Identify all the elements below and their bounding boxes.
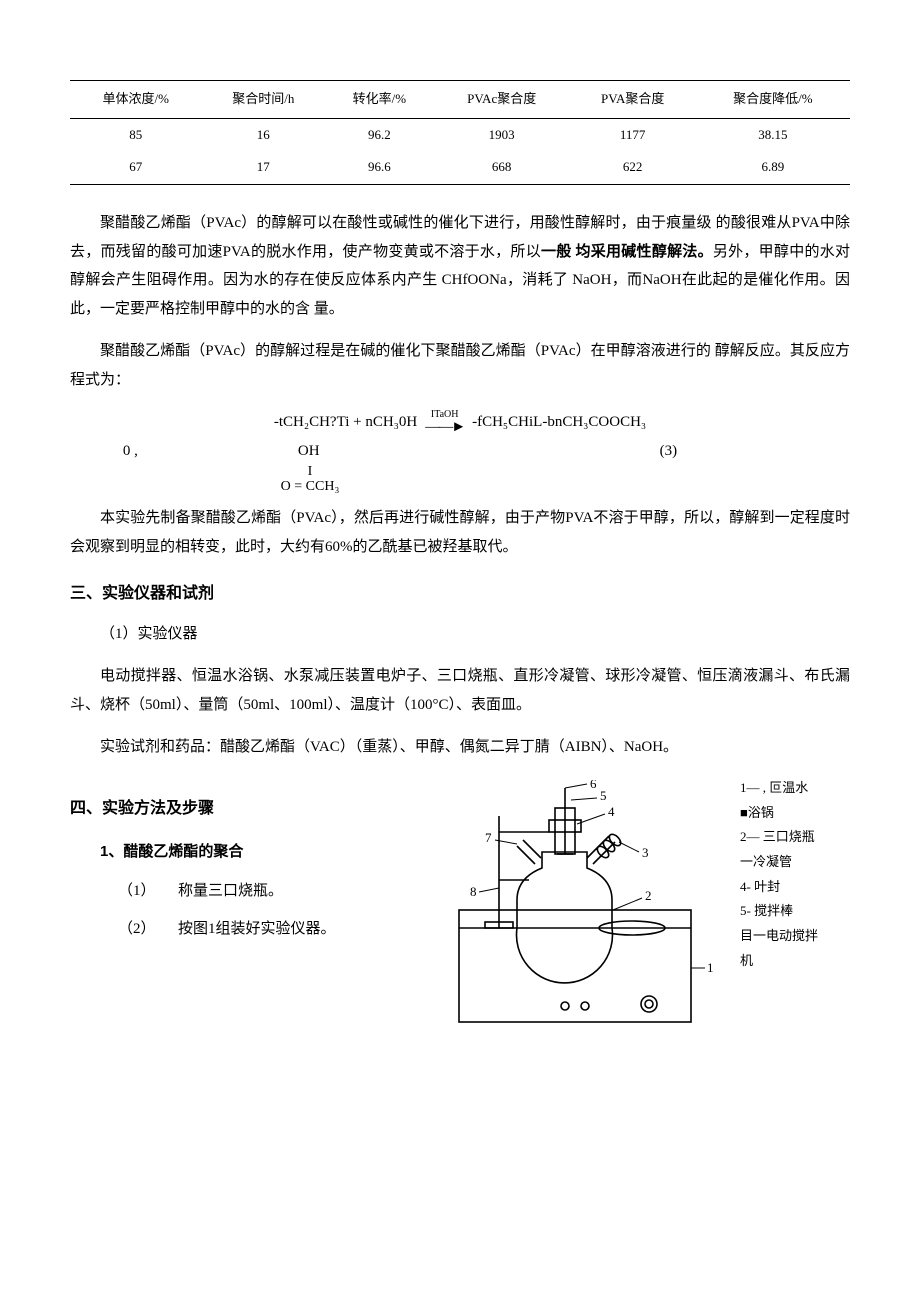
heading-section-3: 三、实验仪器和试剂 [70,579,850,609]
eq-rhs: -fCH₅CHiL-bnCH₃COOCH₃ [472,408,646,437]
cell: 96.2 [325,118,433,151]
col-header: 聚合时间/h [201,81,325,119]
step-text: 按图1组装好实验仪器。 [178,921,336,937]
col-header: PVA聚合度 [570,81,696,119]
cell: 67 [70,151,201,184]
legend-item: 一冷凝管 [740,850,850,875]
fig-label-5: 5 [600,788,607,803]
equation-row3: I O = CCH₃ [70,465,850,494]
heading-section-4: 四、实验方法及步骤 [70,794,414,824]
cell: 16 [201,118,325,151]
figure-legend: 1— , 叵温水 ■浴锅 2— 三口烧瓶 一冷凝管 4- 叶封 5- 搅拌棒 目… [740,776,850,974]
cell: 96.6 [325,151,433,184]
step-num: （1） [118,877,178,906]
subhead-4-1: 1、醋酸乙烯酯的聚合 [70,838,414,867]
fig-label-7: 7 [485,830,492,845]
table-row: 67 17 96.6 668 622 6.89 [70,151,850,184]
fig-label-8: 8 [470,884,477,899]
col-header: PVAc聚合度 [434,81,570,119]
eq-sub-left: 0 , [123,437,138,466]
cell: 1177 [570,118,696,151]
eq-lhs: -tCH₂CH?Ti + nCH₃0H [274,408,417,437]
cell: 6.89 [696,151,850,184]
bold-text: 一般 均采用碱性醇解法。 [541,244,713,260]
legend-item: 4- 叶封 [740,875,850,900]
cell: 85 [70,118,201,151]
equation-row1: -tCH₂CH?Ti + nCH₃0H ITaOH ——► -fCH₅CHiL-… [70,408,850,437]
equation-row2: 0 , OH (3) [70,437,850,466]
eq-fragment: I O = CCH₃ [281,465,340,494]
legend-item: 5- 搅拌棒 [740,899,850,924]
fig-label-3: 3 [642,845,649,860]
arrow-main: ——► [425,420,464,435]
legend-item: 机 [740,949,850,974]
cell: 622 [570,151,696,184]
paragraph-5: 实验试剂和药品：醋酸乙烯酯（VAC）（重蒸）、甲醇、偶氮二异丁腈（AIBN）、N… [70,733,850,762]
table-row: 85 16 96.2 1903 1177 38.15 [70,118,850,151]
col-header: 转化率/% [325,81,433,119]
fig-label-6: 6 [590,780,597,791]
apparatus-figure: 1 2 3 4 5 6 7 8 [432,776,722,1040]
paragraph-4: 电动搅拌器、恒温水浴锅、水泵减压装置电炉子、三口烧瓶、直形冷凝管、球形冷凝管、恒… [70,662,850,719]
cell: 17 [201,151,325,184]
legend-item: 目一电动搅拌 [740,924,850,949]
subhead-3-1: （1）实验仪器 [100,620,850,649]
paragraph-2: 聚醋酸乙烯酯（PVAc）的醇解过程是在碱的催化下聚醋酸乙烯酯（PVAc）在甲醇溶… [70,337,850,394]
col-header: 聚合度降低/% [696,81,850,119]
step-1: （1）称量三口烧瓶。 [70,877,414,906]
cell: 38.15 [696,118,850,151]
fig-label-4: 4 [608,804,615,819]
fig-label-1: 1 [707,960,714,975]
step-text: 称量三口烧瓶。 [178,883,283,899]
cell: 1903 [434,118,570,151]
arrow-icon: ITaOH ——► [425,410,464,435]
eq-frag-bot: O = CCH₃ [281,480,340,495]
paragraph-3: 本实验先制备聚醋酸乙烯酯（PVAc），然后再进行碱性醇解，由于产物PVA不溶于甲… [70,504,850,561]
equation-block: -tCH₂CH?Ti + nCH₃0H ITaOH ——► -fCH₅CHiL-… [70,408,850,494]
apparatus-svg: 1 2 3 4 5 6 7 8 [437,780,717,1040]
step-num: （2） [118,915,178,944]
paragraph-1: 聚醋酸乙烯酯（PVAc）的醇解可以在酸性或碱性的催化下进行，用酸性醇解时，由于痕… [70,209,850,323]
fig-label-2: 2 [645,888,652,903]
eq-number: (3) [660,437,678,466]
data-table: 单体浓度/% 聚合时间/h 转化率/% PVAc聚合度 PVA聚合度 聚合度降低… [70,80,850,185]
legend-item: 1— , 叵温水 [740,776,850,801]
step-2: （2）按图1组装好实验仪器。 [70,915,414,944]
eq-frag-top: I [308,465,313,480]
legend-item: ■浴锅 [740,801,850,826]
cell: 668 [434,151,570,184]
col-header: 单体浓度/% [70,81,201,119]
legend-item: 2— 三口烧瓶 [740,825,850,850]
eq-sub-mid: OH [298,437,320,466]
